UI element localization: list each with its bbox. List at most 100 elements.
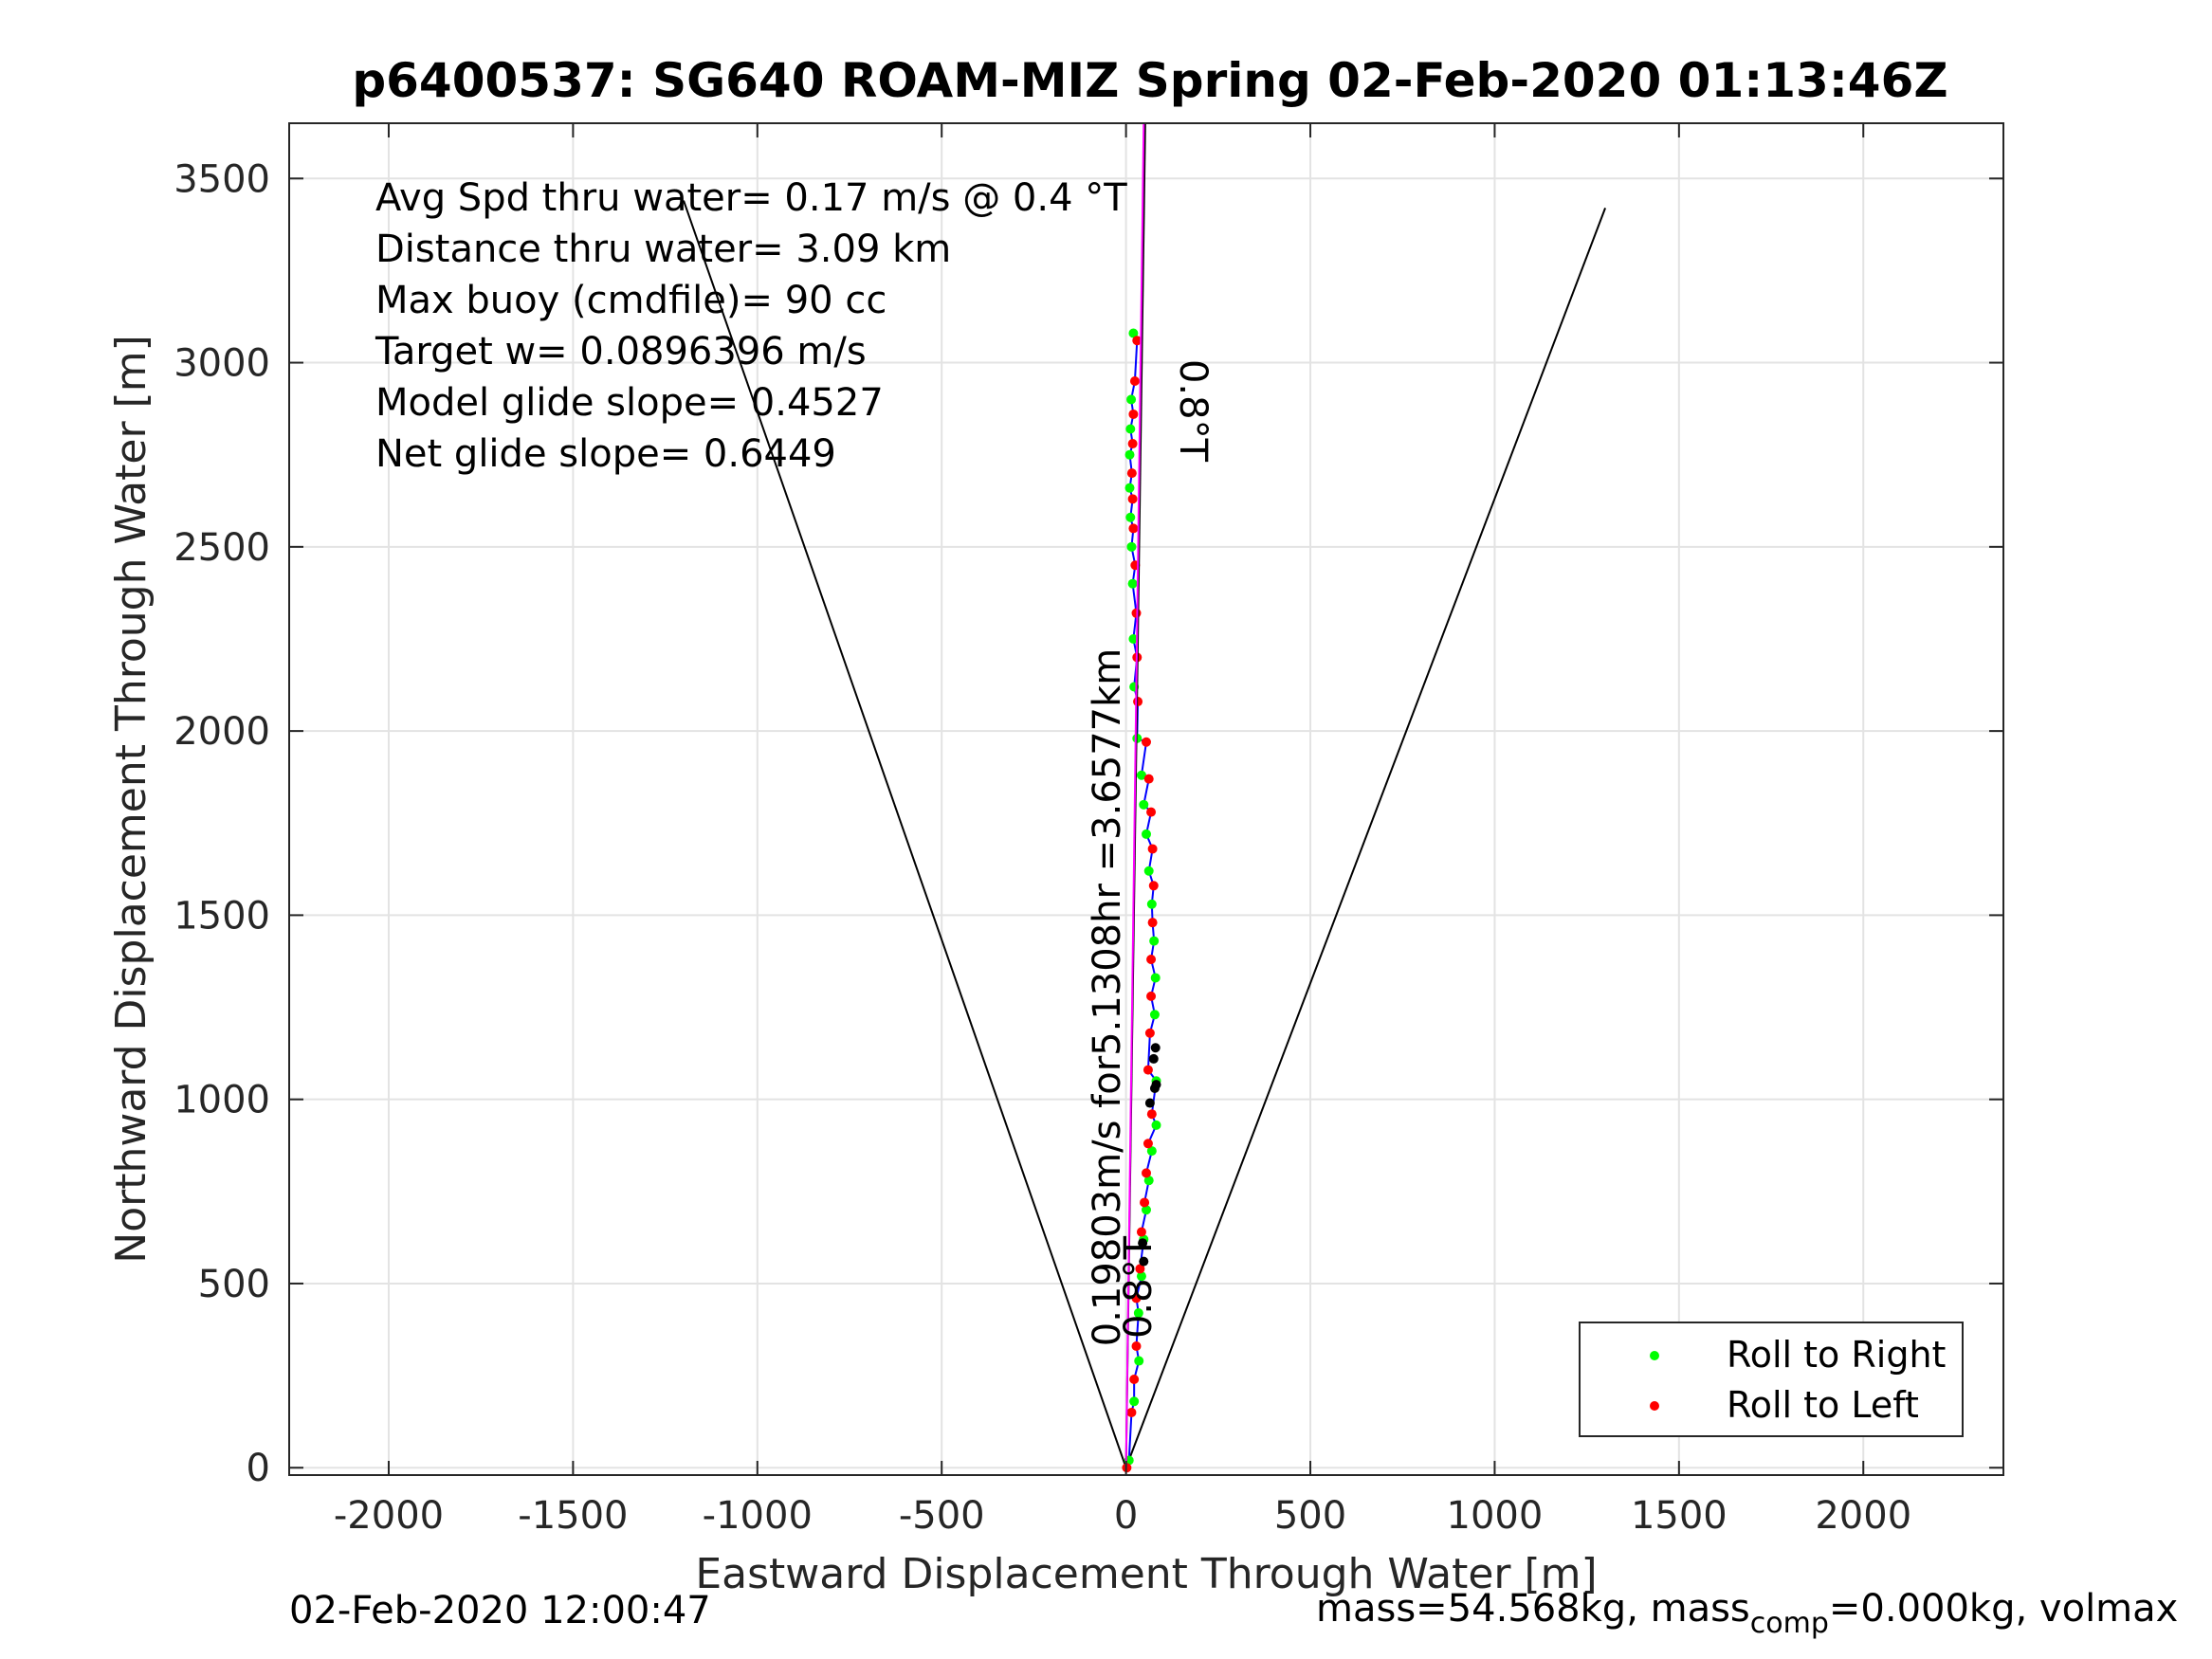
point-roll-to-left: [1128, 409, 1139, 419]
point-unlabeled: [1139, 1256, 1149, 1267]
point-roll-to-left: [1148, 881, 1159, 891]
y-axis-label: Northward Displacement Through Water [m]: [107, 335, 155, 1263]
point-roll-to-left: [1146, 807, 1157, 817]
point-unlabeled: [1138, 1238, 1148, 1249]
point-roll-to-right: [1149, 1010, 1160, 1020]
annotation-line: Avg Spd thru water= 0.17 m/s @ 0.4 °T: [375, 176, 1127, 220]
point-roll-to-right: [1139, 799, 1149, 810]
point-roll-to-left: [1146, 955, 1157, 965]
heading-label-bottom: 0.8°T: [1117, 1235, 1161, 1339]
legend-marker-roll-right: [1650, 1351, 1659, 1360]
point-roll-to-right: [1126, 394, 1137, 405]
point-unlabeled: [1150, 1043, 1161, 1053]
point-roll-to-right: [1143, 866, 1154, 876]
point-roll-to-left: [1143, 1139, 1153, 1149]
annotation-line: Target w= 0.0896396 m/s: [375, 330, 867, 374]
cone-edge-line: [1124, 208, 1607, 1468]
point-roll-to-left: [1132, 336, 1143, 346]
heading-cone: [683, 200, 1607, 1468]
stats-annotations: Avg Spd thru water= 0.17 m/s @ 0.4 °T Dis…: [375, 176, 1127, 476]
course-line: [1124, 122, 1145, 1468]
point-roll-to-right: [1142, 1205, 1151, 1215]
chart-title: p6400537: SG640 ROAM-MIZ Spring 02-Feb-2…: [352, 53, 1947, 108]
point-roll-to-right: [1151, 1120, 1161, 1130]
legend-box: [1579, 1322, 1964, 1437]
track-speed-label: 0.19803m/s for5.1308hr =3.6577km: [1086, 648, 1129, 1346]
footer-timestamp: 02-Feb-2020 12:00:47: [289, 1589, 711, 1632]
annotation-line: Max buoy (cmdfile)= 90 cc: [375, 279, 887, 322]
legend: Roll to Right Roll to Left: [1579, 1322, 1964, 1437]
point-roll-to-left: [1143, 1065, 1153, 1075]
point-roll-to-left: [1126, 1407, 1137, 1417]
point-roll-to-right: [1126, 541, 1137, 552]
point-roll-to-left: [1142, 737, 1151, 747]
annotation-line: Model glide slope= 0.4527: [375, 381, 884, 425]
x-tick-label: 2000: [1815, 1494, 1911, 1538]
point-roll-to-left: [1136, 1227, 1146, 1237]
y-tick-label: 3500: [174, 157, 270, 201]
plot-frame: [288, 122, 2004, 1476]
x-tick-label: -1000: [703, 1494, 813, 1538]
point-roll-to-left: [1127, 439, 1138, 449]
point-roll-to-right: [1143, 1176, 1154, 1186]
point-roll-to-right: [1142, 829, 1151, 839]
point-roll-to-left: [1144, 1028, 1155, 1038]
point-roll-to-right: [1127, 578, 1138, 589]
point-roll-to-left: [1131, 1293, 1142, 1304]
legend-label-roll-left: Roll to Left: [1727, 1384, 1919, 1426]
point-roll-to-right: [1133, 1308, 1143, 1319]
point-roll-to-left: [1140, 1197, 1150, 1208]
y-tick-label: 500: [198, 1263, 270, 1306]
point-roll-to-left: [1128, 523, 1139, 534]
point-roll-to-left: [1146, 991, 1157, 1001]
point-roll-to-right: [1124, 483, 1135, 493]
annotation-line: Net glide slope= 0.6449: [375, 432, 836, 476]
point-unlabeled: [1151, 1080, 1161, 1090]
point-roll-to-left: [1147, 844, 1158, 854]
y-tick-label: 1000: [174, 1079, 270, 1122]
x-tick-label: -2000: [334, 1494, 444, 1538]
axis-ticks: [289, 123, 2003, 1475]
plot-area: [289, 123, 2003, 1475]
point-unlabeled: [1144, 1098, 1155, 1108]
point-roll-to-right: [1128, 328, 1139, 338]
grid-lines: [289, 123, 2003, 1475]
footer-mass-prefix: mass=54.568kg, mass: [1316, 1587, 1750, 1631]
footer-mass-subscript: comp: [1750, 1607, 1829, 1640]
x-tick-label: -1500: [518, 1494, 628, 1538]
point-roll-to-right: [1136, 1271, 1146, 1282]
legend-marker-roll-left: [1650, 1401, 1659, 1411]
point-roll-to-right: [1128, 633, 1139, 644]
x-tick-labels: -2000 -1500 -1000 -500 0 500 1000 1500 2000: [334, 1494, 1911, 1538]
point-roll-to-right: [1129, 1396, 1140, 1407]
point-roll-to-left: [1131, 1341, 1142, 1352]
legend-label-roll-right: Roll to Right: [1727, 1334, 1946, 1376]
point-roll-to-left: [1146, 1109, 1157, 1120]
point-roll-to-left: [1142, 1168, 1151, 1178]
heading-lines: [1124, 122, 1146, 1468]
point-roll-to-left: [1143, 774, 1154, 784]
y-tick-label: 2500: [174, 526, 270, 570]
point-roll-to-right: [1136, 770, 1146, 780]
point-roll-to-right: [1125, 424, 1136, 434]
y-tick-label: 0: [247, 1447, 270, 1490]
x-tick-label: 1000: [1447, 1494, 1544, 1538]
point-unlabeled: [1148, 1053, 1159, 1064]
point-roll-to-right: [1150, 973, 1161, 983]
y-tick-label: 2000: [174, 710, 270, 754]
cone-edge-line: [683, 200, 1127, 1468]
point-roll-to-left: [1126, 468, 1137, 479]
point-roll-to-right: [1149, 936, 1160, 946]
point-roll-to-left: [1129, 375, 1140, 386]
y-tick-labels: 0 500 1000 1500 2000 2500 3000 3500: [174, 157, 270, 1490]
heading-label-top: 0.8°T: [1171, 359, 1215, 463]
x-tick-label: 0: [1114, 1494, 1138, 1538]
point-roll-to-left: [1135, 1264, 1145, 1274]
annotation-line: Distance thru water= 3.09 km: [375, 228, 951, 271]
y-tick-label: 1500: [174, 894, 270, 938]
point-roll-to-left: [1129, 1374, 1140, 1384]
y-tick-label: 3000: [174, 342, 270, 386]
x-tick-label: 1500: [1631, 1494, 1728, 1538]
point-roll-to-left: [1127, 494, 1138, 504]
